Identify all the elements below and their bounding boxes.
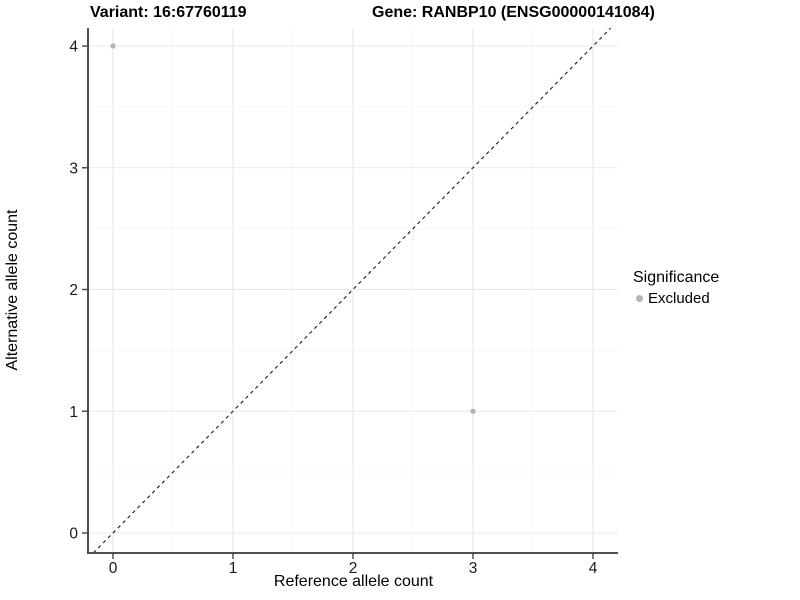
x-tick-label: 4 (589, 560, 598, 577)
data-point (110, 43, 116, 49)
gene-title: Gene: RANBP10 (ENSG00000141084) (372, 4, 655, 21)
y-tick-label: 2 (69, 282, 78, 299)
y-tick-label: 3 (69, 160, 78, 177)
y-tick-label: 4 (69, 39, 78, 56)
legend-title: Significance (633, 269, 720, 286)
y-tick-label: 0 (69, 526, 78, 543)
legend: Significance Excluded (633, 269, 719, 307)
x-tick-label: 0 (109, 560, 118, 577)
legend-item-excluded: Excluded (633, 290, 719, 307)
variant-title: Variant: 16:67760119 (90, 4, 247, 21)
y-axis-title: Alternative allele count (4, 209, 21, 371)
x-tick-label: 2 (349, 560, 358, 577)
x-tick-label: 1 (229, 560, 238, 577)
y-tick-label: 1 (69, 404, 78, 421)
legend-item-label: Excluded (648, 290, 710, 307)
data-point (470, 408, 476, 414)
excluded-point-icon (636, 295, 643, 302)
x-axis-title: Reference allele count (273, 573, 434, 590)
x-tick-label: 3 (469, 560, 478, 577)
